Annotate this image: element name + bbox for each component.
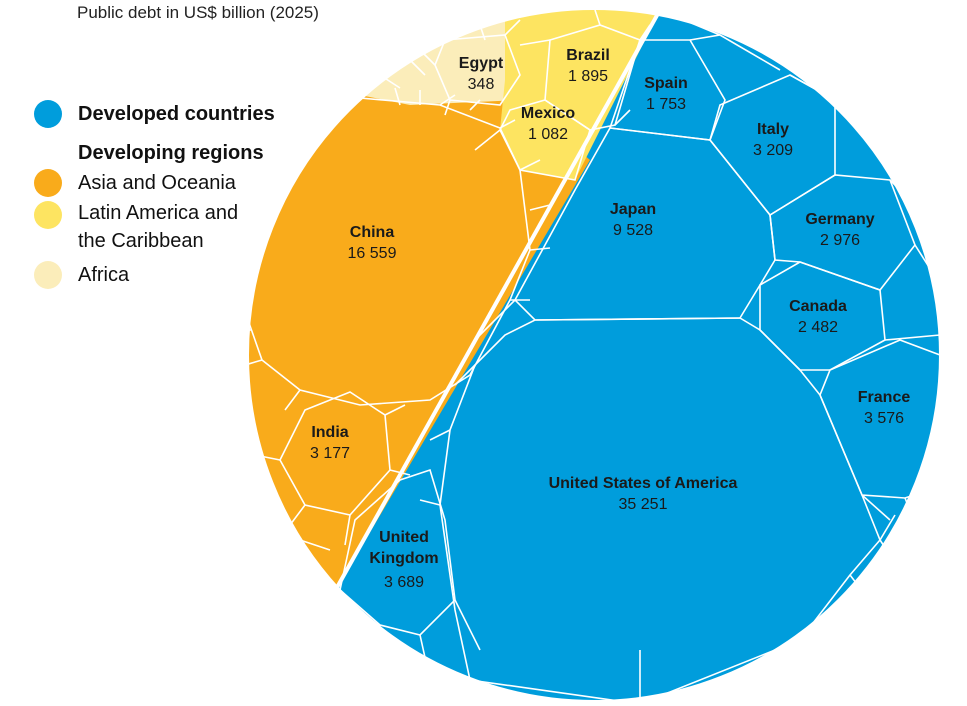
country-label-egypt: Egypt bbox=[459, 55, 504, 72]
country-value-spain: 1 753 bbox=[646, 96, 686, 113]
legend: Developed countries Developing regions A… bbox=[34, 98, 275, 291]
country-value-germany: 2 976 bbox=[820, 232, 860, 249]
legend-label-latin-america-line1: Latin America and bbox=[78, 202, 239, 224]
legend-item-latin-america: Latin America and the Caribbean bbox=[34, 199, 275, 259]
legend-swatch-asia-oceania bbox=[34, 169, 62, 197]
country-value-brazil: 1 895 bbox=[568, 68, 608, 85]
legend-label-latin-america-line2: the Caribbean bbox=[78, 230, 204, 252]
cells-latin-small bbox=[519, 9, 651, 126]
country-value-canada: 2 482 bbox=[798, 319, 838, 336]
country-label-italy: Italy bbox=[757, 121, 789, 138]
country-label-spain: Spain bbox=[644, 75, 688, 92]
country-label-mexico: Mexico bbox=[521, 105, 575, 122]
country-value-france: 3 576 bbox=[864, 410, 904, 427]
country-value-india: 3 177 bbox=[310, 445, 350, 462]
country-value-italy: 3 209 bbox=[753, 142, 793, 159]
region-divider bbox=[328, 9, 662, 601]
country-labels: United States of America 35 251 China 16 55… bbox=[310, 47, 910, 591]
country-value-united-states-of-america: 35 251 bbox=[619, 496, 668, 513]
country-label-canada: Canada bbox=[789, 298, 847, 315]
country-value-japan: 9 528 bbox=[613, 222, 653, 239]
country-value-egypt: 348 bbox=[468, 76, 495, 93]
legend-swatch-latin-america bbox=[34, 201, 62, 229]
country-value-united: 3 689 bbox=[384, 574, 424, 591]
country-label-brazil: Brazil bbox=[566, 47, 610, 64]
legend-swatch-developed bbox=[34, 100, 62, 128]
cells-africa-small bbox=[379, 19, 521, 116]
country-label-united-states-of-america: United States of America bbox=[549, 475, 738, 492]
country-label-india: India bbox=[311, 424, 348, 441]
legend-label-africa: Africa bbox=[78, 263, 130, 286]
legend-label-asia-oceania: Asia and Oceania bbox=[78, 171, 236, 194]
country-value-china: 16 559 bbox=[348, 245, 397, 262]
region-latin-america bbox=[500, 9, 660, 180]
cell-canada bbox=[759, 261, 886, 371]
country-label-united-line2: Kingdom bbox=[369, 550, 438, 567]
chart-subtitle: Public debt in US$ billion (2025) bbox=[77, 3, 319, 22]
legend-item-asia-oceania: Asia and Oceania bbox=[34, 167, 275, 199]
legend-item-developed: Developed countries bbox=[34, 98, 275, 130]
country-label-france: France bbox=[858, 389, 911, 406]
legend-item-africa: Africa bbox=[34, 259, 275, 291]
legend-swatch-africa bbox=[34, 261, 62, 289]
country-label-germany: Germany bbox=[805, 211, 874, 228]
chart-body bbox=[248, 9, 940, 701]
country-label-china: China bbox=[350, 224, 395, 241]
legend-heading-developing: Developing regions bbox=[78, 142, 264, 164]
cell-germany bbox=[769, 174, 916, 291]
legend-label-developed: Developed countries bbox=[78, 102, 275, 125]
chart-outline bbox=[247, 8, 941, 702]
country-label-united: United bbox=[379, 529, 429, 546]
country-label-japan: Japan bbox=[610, 201, 656, 218]
cell-spain bbox=[608, 39, 726, 141]
country-value-mexico: 1 082 bbox=[528, 126, 568, 143]
cell-india bbox=[279, 391, 391, 516]
